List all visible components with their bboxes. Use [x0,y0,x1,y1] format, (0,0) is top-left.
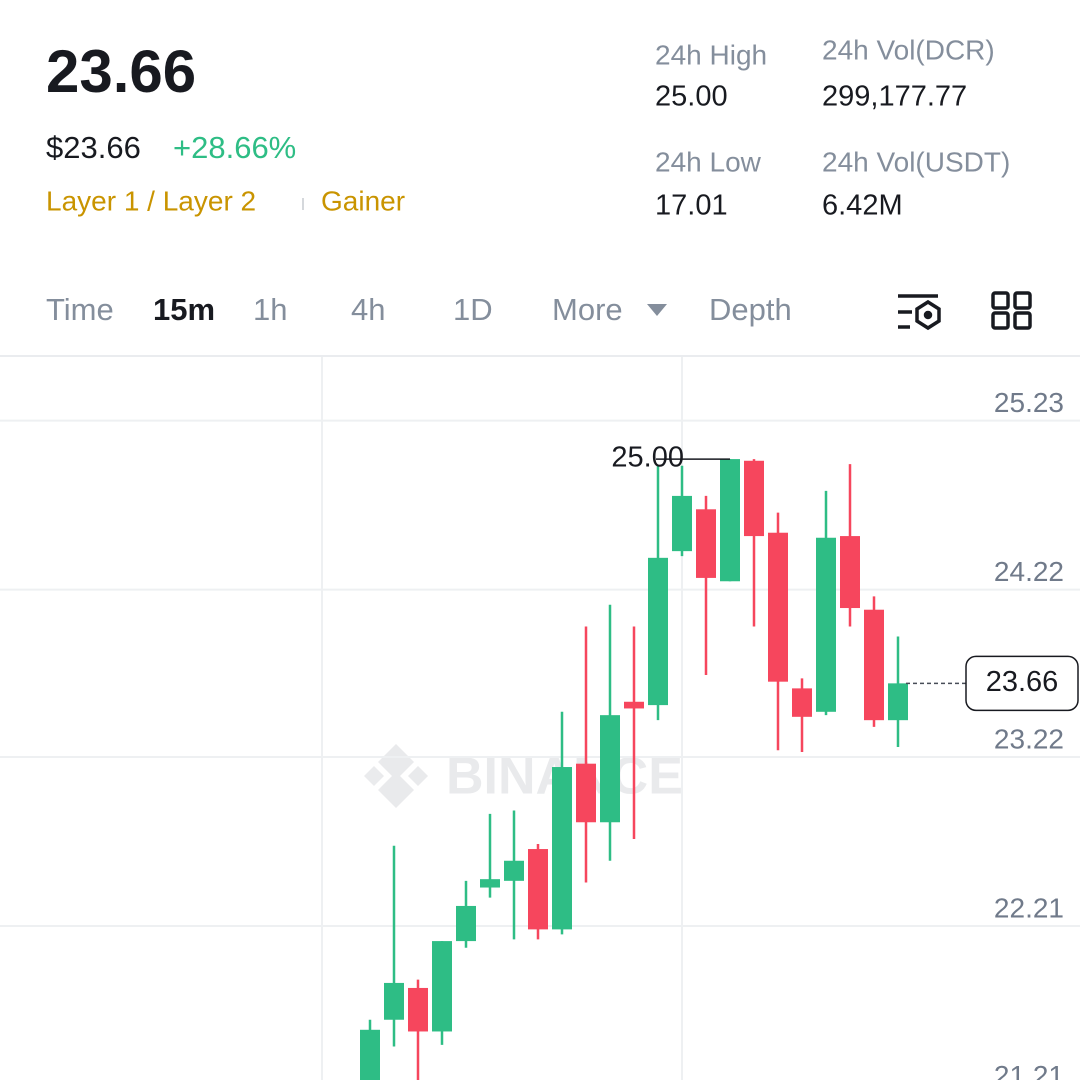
candle-body [720,459,740,582]
tab[interactable]: Depth [709,292,792,327]
stat-label: 24h Vol(USDT) [822,146,1010,177]
y-tick-label: 22.21 [994,892,1064,923]
price-change: +28.66% [173,130,296,165]
candle-body [576,763,596,823]
candle-body [456,905,476,942]
y-tick-label: 23.22 [994,723,1064,754]
usd-price: $23.66 [46,130,141,165]
tag-divider [302,198,304,210]
tab[interactable]: Time [46,292,114,327]
stat-value: 6.42M [822,190,903,222]
candle-body [768,532,788,682]
candle-body [696,509,716,578]
candle-body [432,941,452,1032]
y-tick-label: 21.21 [994,1060,1064,1080]
candle-body [840,536,860,609]
candle-body [672,495,692,552]
stat-label: 24h Low [655,146,762,177]
stat-value: 299,177.77 [822,81,967,113]
candle-body [360,1029,380,1080]
candle-body [504,860,524,881]
candle-body [888,683,908,721]
indicator-icon[interactable] [898,294,941,331]
stat-label: 24h Vol(DCR) [822,34,995,65]
candle-body [744,460,764,537]
candle-body [384,982,404,1020]
max-marker-label: 25.00 [611,442,684,474]
candle-body [528,849,548,930]
candle-body [600,715,620,823]
tab[interactable]: 1D [453,292,493,327]
stat-label: 24h High [655,39,767,70]
candle-body [480,879,500,888]
y-tick-label: 24.22 [994,556,1064,587]
tag[interactable]: Layer 1 / Layer 2 [46,185,256,216]
tab-active[interactable]: 15m [153,292,215,327]
tag[interactable]: Gainer [321,185,405,216]
candle-body [648,557,668,706]
candle-body [624,701,644,709]
layout-icon[interactable] [991,291,1032,330]
tab[interactable]: 1h [253,292,287,327]
last-price-label: 23.66 [986,666,1059,698]
y-tick-label: 25.23 [994,387,1064,418]
price: 23.66 [46,38,196,105]
candle-body [792,688,812,717]
tab[interactable]: 4h [351,292,385,327]
stat-value: 25.00 [655,81,728,113]
candle-body [552,767,572,930]
candle-body [864,609,884,721]
stat-value: 17.01 [655,190,728,222]
dropdown-arrow [647,304,667,316]
candle-body [816,537,836,712]
tab[interactable]: More [552,292,623,327]
candle-body [408,987,428,1032]
last-price-box [965,655,1079,712]
